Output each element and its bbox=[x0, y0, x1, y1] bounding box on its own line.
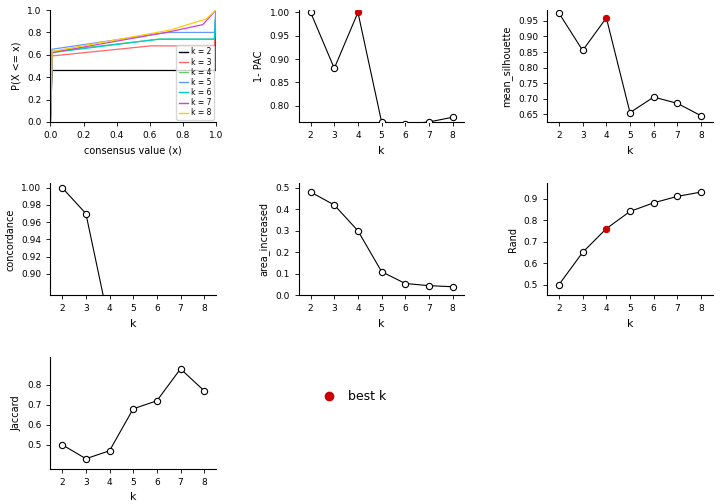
Y-axis label: P(X <= x): P(X <= x) bbox=[12, 42, 22, 90]
Y-axis label: mean_silhouette: mean_silhouette bbox=[502, 25, 513, 107]
Legend: k = 2, k = 3, k = 4, k = 5, k = 6, k = 7, k = 8: k = 2, k = 3, k = 4, k = 5, k = 6, k = 7… bbox=[176, 45, 214, 119]
Y-axis label: 1- PAC: 1- PAC bbox=[254, 50, 264, 82]
Y-axis label: Jaccard: Jaccard bbox=[12, 395, 22, 430]
X-axis label: k: k bbox=[378, 146, 385, 156]
X-axis label: consensus value (x): consensus value (x) bbox=[84, 146, 182, 156]
Y-axis label: Rand: Rand bbox=[508, 227, 518, 252]
X-axis label: k: k bbox=[378, 319, 385, 329]
Y-axis label: area_increased: area_increased bbox=[259, 203, 270, 276]
X-axis label: k: k bbox=[626, 146, 634, 156]
X-axis label: k: k bbox=[626, 319, 634, 329]
Text: best k: best k bbox=[348, 390, 387, 403]
X-axis label: k: k bbox=[130, 319, 137, 329]
X-axis label: k: k bbox=[130, 492, 137, 502]
Y-axis label: concordance: concordance bbox=[6, 208, 16, 271]
